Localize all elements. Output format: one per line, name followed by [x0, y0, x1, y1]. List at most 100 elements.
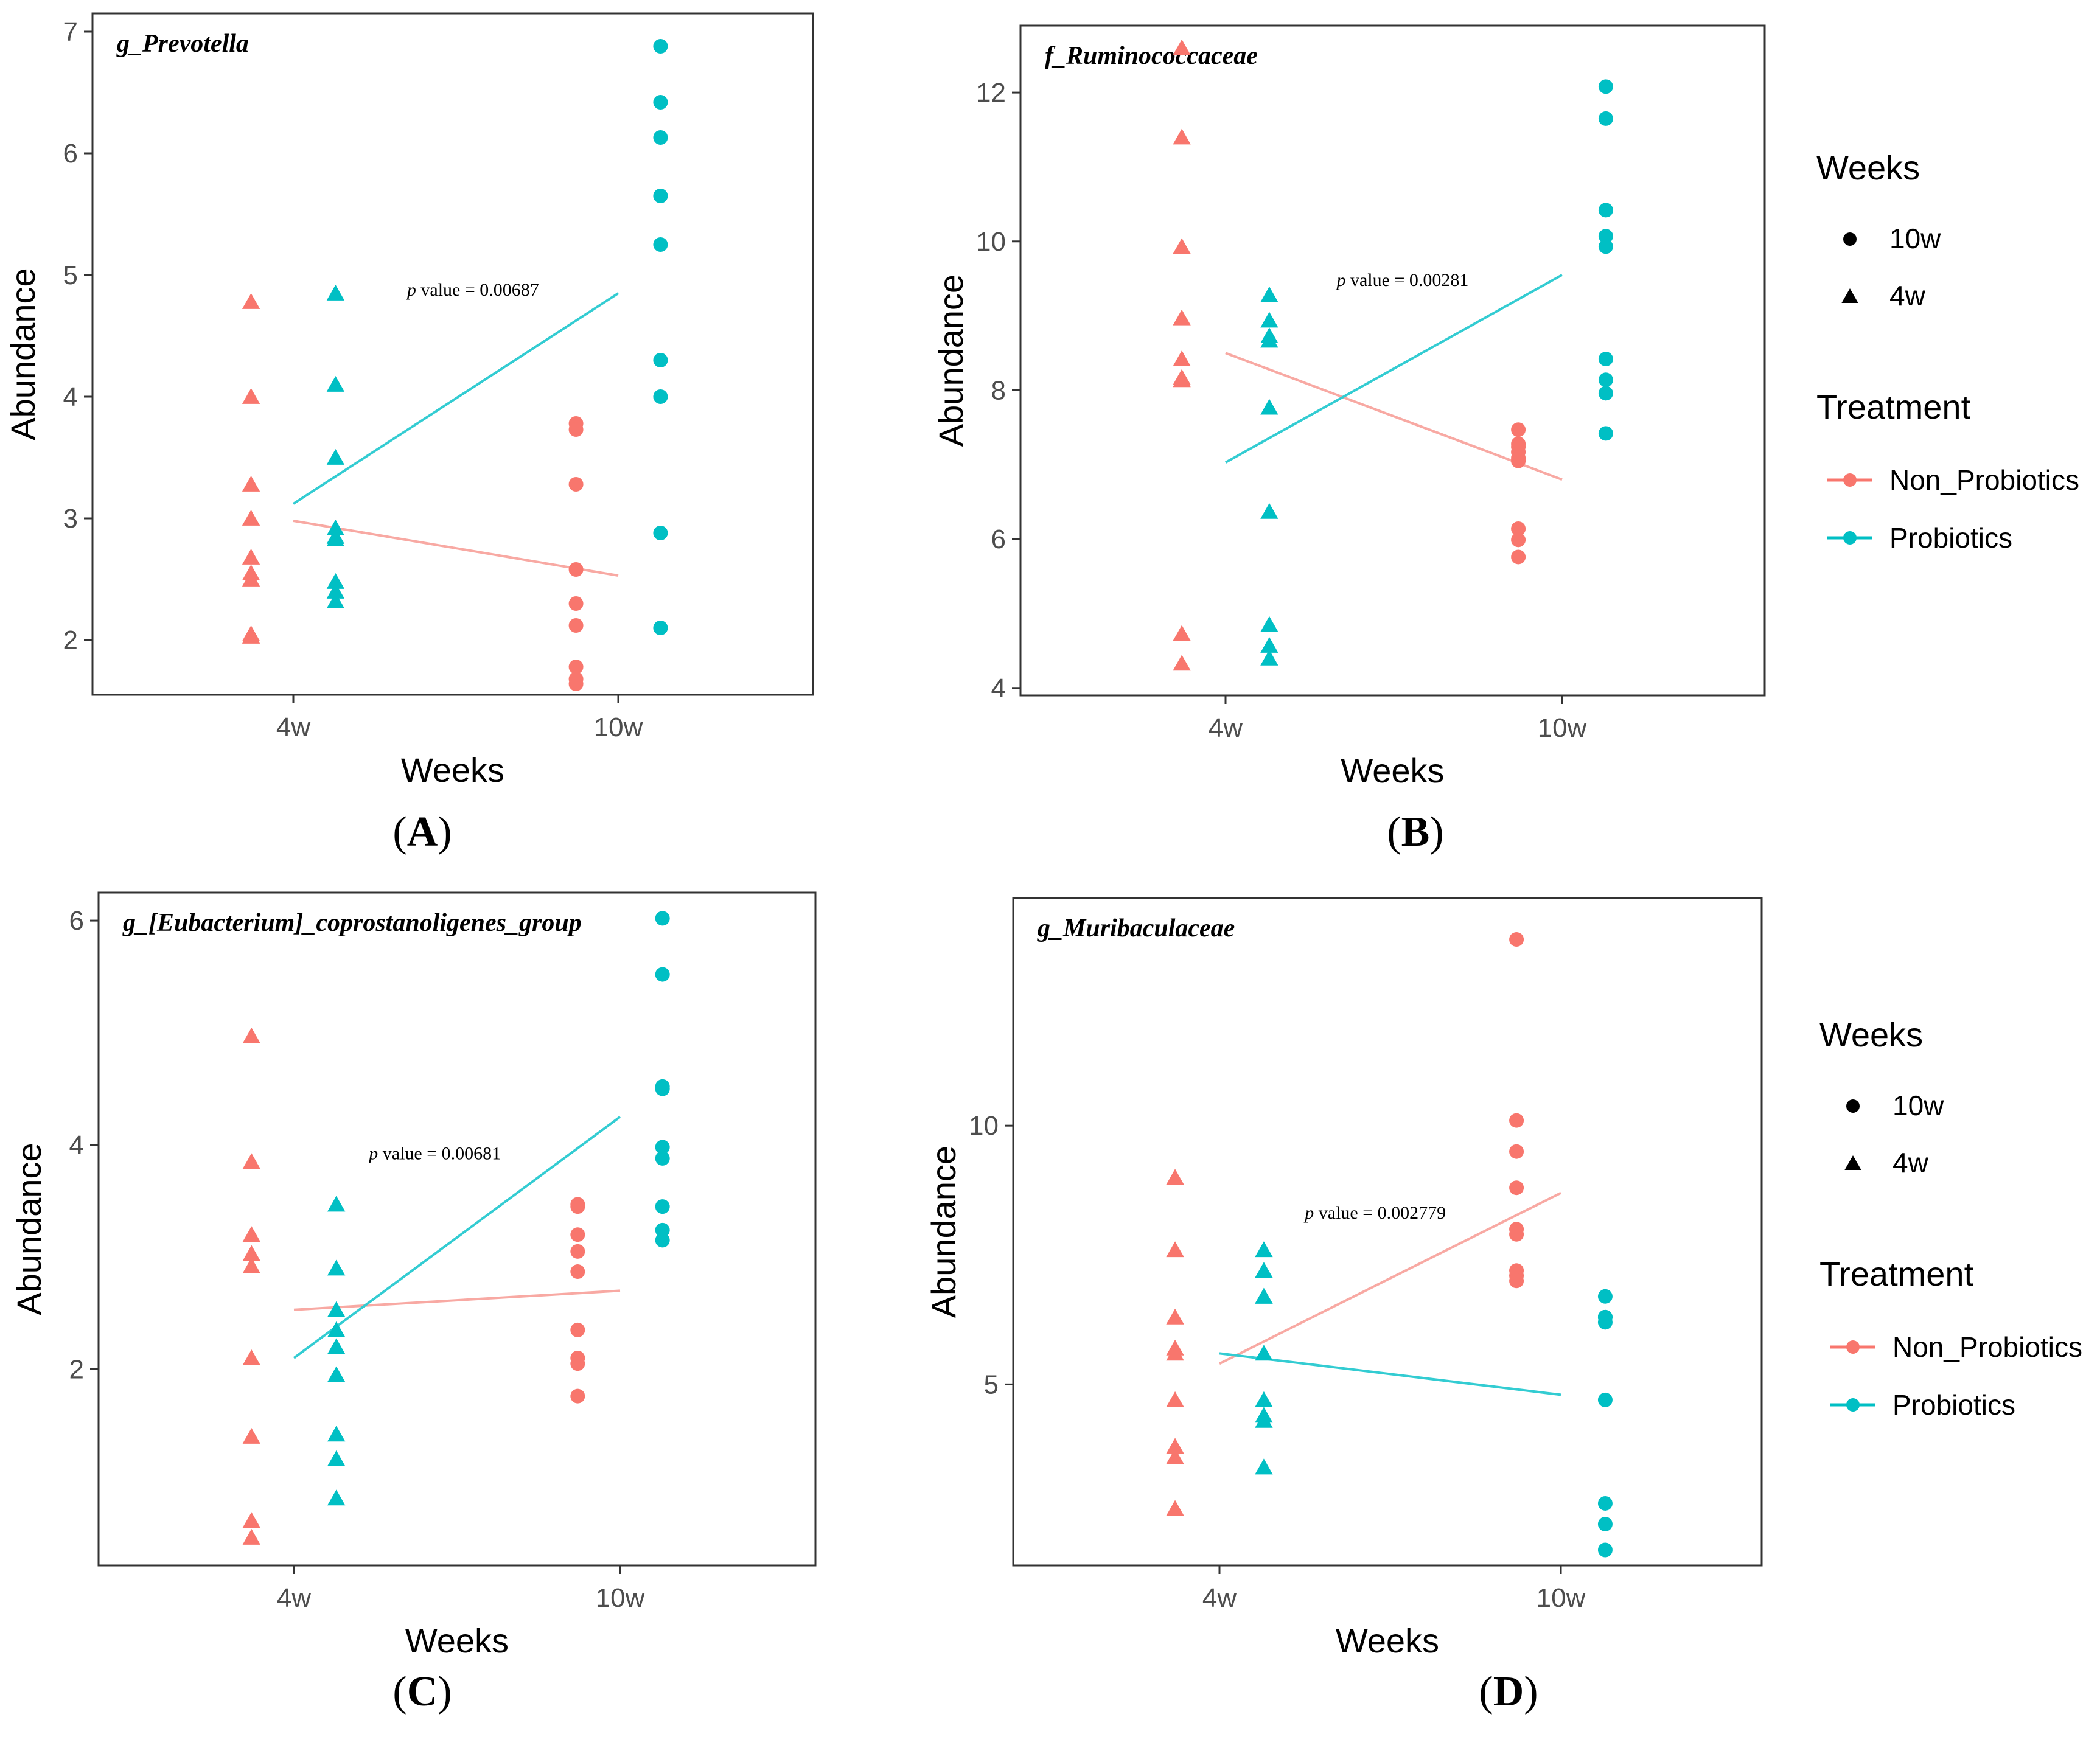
legend-treatment-item: Non_Probiotics [1889, 464, 2079, 496]
panel-title: g_Prevotella [116, 30, 249, 58]
x-axis-title: Weeks [1336, 1621, 1439, 1660]
panel-label: (D) [1479, 1668, 1538, 1715]
x-axis-title: Weeks [1341, 751, 1444, 790]
legend-weeks-title: Weeks [1819, 1015, 1923, 1054]
p-value-symbol: p [406, 280, 416, 300]
fit-line-probiotics [293, 1116, 621, 1359]
point-probiotics-4w [1255, 1262, 1273, 1278]
legend-circle-icon [1843, 232, 1857, 246]
point-probiotics-4w [326, 531, 345, 546]
p-value-text: value = 0.00281 [1345, 270, 1468, 290]
point-non-probiotics-10w [570, 1388, 585, 1404]
point-probiotics-4w [327, 1321, 346, 1337]
point-probiotics-10w [653, 389, 668, 404]
legend-circle-icon [1846, 1099, 1860, 1113]
y-tick-label: 6 [991, 524, 1006, 554]
point-non-probiotics-4w [242, 1512, 261, 1528]
y-axis-title: Abundance [924, 1146, 963, 1318]
point-non-probiotics-4w [1166, 1500, 1184, 1516]
fit-line-probiotics [292, 292, 619, 505]
point-probiotics-10w [655, 1081, 670, 1096]
point-probiotics-4w [326, 376, 345, 392]
point-probiotics-4w [327, 1426, 346, 1442]
point-non-probiotics-10w [1509, 1113, 1524, 1128]
point-non-probiotics-4w [1173, 128, 1191, 145]
plot-frame [97, 891, 817, 1567]
x-axis-title: Weeks [401, 751, 504, 789]
plot-frame [91, 12, 814, 696]
point-probiotics-10w [1598, 239, 1613, 254]
legend-point-key [1843, 531, 1857, 545]
y-axis-title: Abundance [932, 274, 970, 447]
panel-label: (C) [392, 1668, 452, 1715]
y-tick-label: 4 [991, 674, 1006, 703]
point-non-probiotics-10w [1509, 932, 1524, 947]
point-probiotics-4w [327, 1489, 346, 1506]
point-probiotics-10w [1598, 203, 1613, 218]
point-non-probiotics-10w [1511, 532, 1526, 548]
point-non-probiotics-4w [242, 293, 260, 309]
point-probiotics-10w [655, 1140, 670, 1155]
p-value-symbol: p [1335, 270, 1345, 290]
point-probiotics-10w [1597, 1392, 1613, 1407]
point-non-probiotics-4w [242, 571, 260, 587]
point-non-probiotics-10w [1509, 1273, 1524, 1289]
p-value-annotation: p value = 0.00681 [368, 1144, 501, 1164]
point-probiotics-10w [1597, 1496, 1613, 1511]
point-non-probiotics-4w [1173, 625, 1191, 641]
legend-weeks-item: 10w [1892, 1090, 1944, 1121]
point-probiotics-4w [1255, 1412, 1273, 1428]
point-probiotics-4w [1255, 1458, 1273, 1475]
point-non-probiotics-10w [570, 1322, 585, 1337]
panel-label: (B) [1387, 809, 1443, 855]
legend-treatment-item: Non_Probiotics [1892, 1331, 2082, 1363]
point-probiotics-10w [653, 130, 668, 145]
p-value-annotation: p value = 0.002779 [1303, 1203, 1446, 1223]
point-non-probiotics-4w [1173, 655, 1191, 671]
x-tick-label: 4w [1209, 713, 1243, 743]
p-value-symbol: p [368, 1144, 378, 1164]
fit-line-probiotics [1219, 1352, 1561, 1396]
point-probiotics-4w [326, 593, 345, 608]
point-probiotics-10w [655, 1222, 670, 1238]
point-non-probiotics-4w [242, 1027, 261, 1043]
y-axis-title: Abundance [4, 268, 42, 440]
point-probiotics-10w [655, 1199, 670, 1214]
point-non-probiotics-10w [568, 477, 584, 492]
point-non-probiotics-4w [242, 1528, 261, 1545]
point-probiotics-10w [1598, 229, 1613, 244]
legend-b: Weeks 10w 4w Treatment Non_Probiotics Probiot… [1816, 148, 2079, 554]
panel-title: g_[Eubacterium]_coprostanoligenes_group [122, 909, 582, 937]
point-non-probiotics-4w [242, 510, 260, 526]
panel-label-letter: A [407, 809, 438, 855]
y-tick-label: 5 [63, 260, 78, 290]
legend-triangle-icon [1841, 288, 1858, 304]
point-non-probiotics-10w [1511, 453, 1526, 468]
point-non-probiotics-4w [242, 628, 260, 644]
fit-line-non-probiotics [1225, 352, 1563, 481]
x-tick-label: 4w [276, 712, 310, 742]
y-tick-label: 2 [63, 625, 78, 655]
legend-weeks-item: 4w [1889, 280, 1926, 312]
panel-label-letter: B [1401, 809, 1430, 855]
point-non-probiotics-4w [1173, 350, 1191, 366]
p-value-symbol: p [1303, 1203, 1314, 1223]
point-probiotics-10w [653, 237, 668, 252]
point-non-probiotics-4w [242, 1245, 261, 1261]
point-probiotics-10w [653, 39, 668, 54]
point-probiotics-4w [1260, 616, 1278, 632]
x-tick-label: 4w [1202, 1583, 1237, 1613]
point-non-probiotics-10w [570, 1227, 585, 1242]
panel-label-letter: C [407, 1668, 438, 1715]
point-probiotics-4w [326, 449, 345, 465]
legend-treatment-item: Probiotics [1889, 522, 2012, 554]
point-probiotics-10w [653, 189, 668, 203]
point-non-probiotics-10w [568, 618, 584, 633]
y-tick-label: 6 [63, 139, 78, 169]
point-non-probiotics-10w [570, 1356, 585, 1371]
point-non-probiotics-4w [1166, 1241, 1184, 1258]
panel-label: (A) [392, 809, 452, 855]
legend-weeks-item: 4w [1892, 1147, 1929, 1179]
